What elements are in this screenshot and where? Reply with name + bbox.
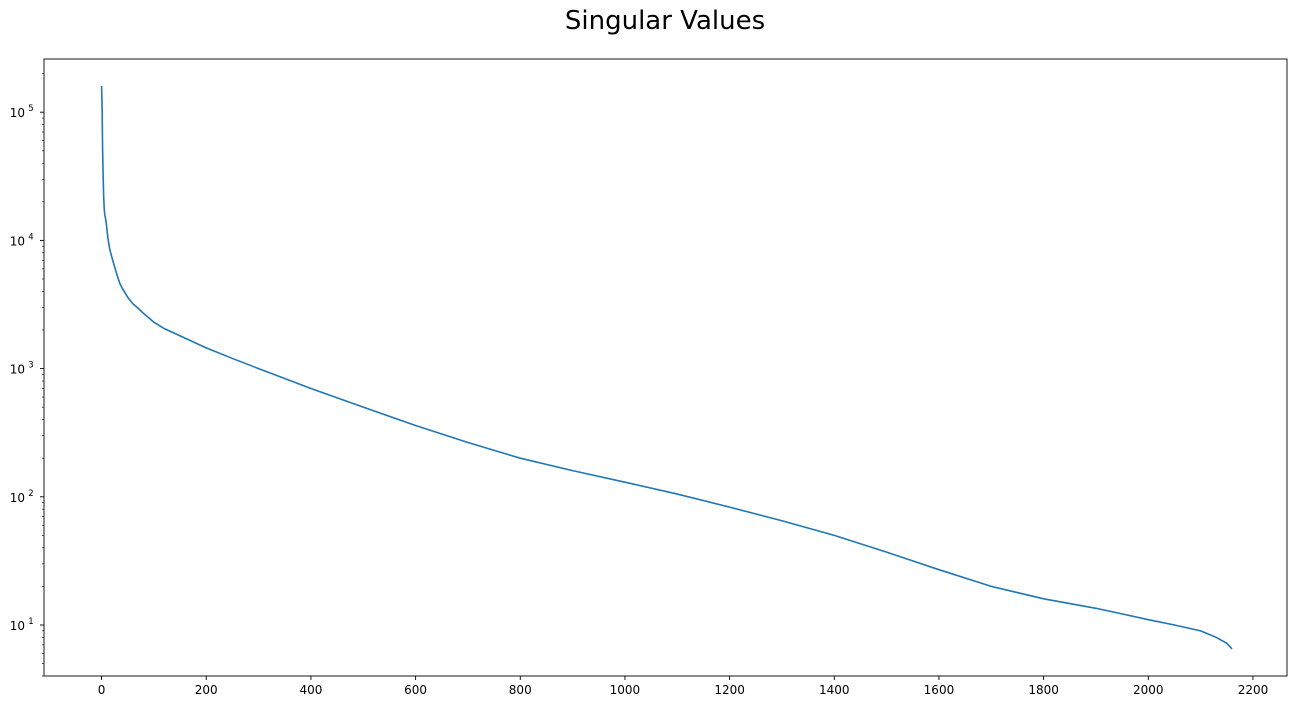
- x-tick-label: 1400: [819, 683, 850, 697]
- x-tick-label: 1600: [924, 683, 955, 697]
- x-tick-label: 1800: [1028, 683, 1059, 697]
- chart-title: Singular Values: [564, 6, 766, 36]
- y-tick-exponent: 5: [28, 104, 33, 114]
- y-tick-exponent: 1: [28, 617, 33, 627]
- y-tick-exponent: 2: [28, 489, 33, 499]
- x-tick-label: 1000: [610, 683, 641, 697]
- y-tick-label: 10: [10, 363, 25, 377]
- y-tick-label: 10: [10, 619, 25, 633]
- x-tick-label: 1200: [714, 683, 745, 697]
- x-tick-label: 2000: [1133, 683, 1164, 697]
- y-tick-label: 10: [10, 106, 25, 120]
- x-tick-label: 200: [195, 683, 218, 697]
- y-tick-exponent: 4: [28, 232, 33, 242]
- y-tick-label: 10: [10, 491, 25, 505]
- plot-frame: [43, 58, 1288, 677]
- x-tick-label: 2200: [1238, 683, 1269, 697]
- x-tick-label: 600: [404, 683, 427, 697]
- x-tick-label: 0: [98, 683, 106, 697]
- series-line: [100, 86, 1233, 650]
- y-tick-label: 10: [10, 234, 25, 248]
- x-tick-label: 800: [509, 683, 532, 697]
- y-tick-exponent: 3: [28, 361, 33, 371]
- x-tick-label: 400: [299, 683, 322, 697]
- x-axis: 0 200 400 600 800 1000 1200 1400 1600 1800 2000 220…: [98, 676, 1269, 697]
- plot-area: [44, 59, 1287, 676]
